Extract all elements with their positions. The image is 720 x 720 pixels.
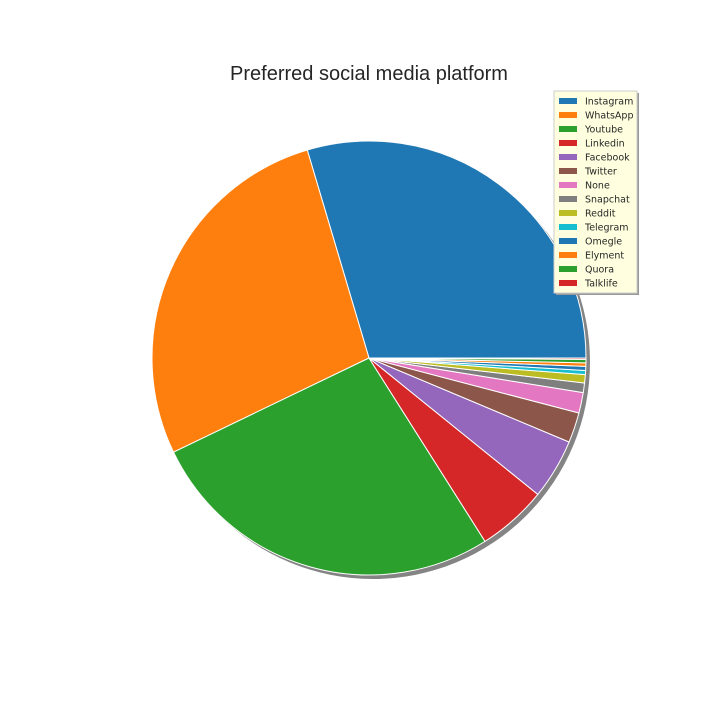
pie-slice-talklife bbox=[368, 357, 587, 360]
legend-label-youtube: Youtube bbox=[584, 125, 623, 136]
legend-swatch-snapchat bbox=[559, 196, 577, 202]
legend-swatch-none bbox=[559, 182, 577, 188]
legend-swatch-whatsapp bbox=[559, 112, 577, 118]
legend-swatch-elyment bbox=[559, 252, 577, 258]
legend-label-reddit: Reddit bbox=[585, 209, 616, 220]
legend-label-quora: Quora bbox=[585, 265, 614, 276]
legend-box bbox=[553, 90, 638, 294]
legend-label-instagram: Instagram bbox=[585, 97, 633, 108]
legend-swatch-omegle bbox=[559, 238, 577, 244]
legend-label-none: None bbox=[585, 181, 610, 192]
legend-label-whatsapp: WhatsApp bbox=[585, 111, 633, 122]
legend-label-twitter: Twitter bbox=[584, 167, 617, 178]
legend-label-telegram: Telegram bbox=[584, 223, 629, 234]
legend-swatch-instagram bbox=[559, 98, 577, 104]
legend-label-elyment: Elyment bbox=[585, 251, 624, 262]
pie-slice-youtube bbox=[172, 357, 486, 576]
legend-swatch-youtube bbox=[559, 126, 577, 132]
legend-label-facebook: Facebook bbox=[585, 153, 630, 164]
legend-swatch-telegram bbox=[559, 224, 577, 230]
legend-swatch-quora bbox=[559, 266, 577, 272]
legend-swatch-facebook bbox=[559, 154, 577, 160]
chart-title: Preferred social media platform bbox=[230, 63, 508, 85]
legend-swatch-reddit bbox=[559, 210, 577, 216]
legend-label-snapchat: Snapchat bbox=[585, 195, 630, 206]
legend-label-talklife: Talklife bbox=[584, 279, 618, 290]
legend: Instagram WhatsApp Youtube Linkedin Facebook… bbox=[553, 90, 639, 295]
legend-label-omegle: Omegle bbox=[585, 237, 622, 248]
pie-slice-instagram bbox=[306, 140, 587, 359]
legend-swatch-twitter bbox=[559, 168, 577, 174]
legend-swatch-talklife bbox=[559, 280, 577, 286]
pie-slice-whatsapp bbox=[151, 149, 370, 453]
legend-label-linkedin: Linkedin bbox=[585, 139, 625, 150]
legend-swatch-linkedin bbox=[559, 140, 577, 146]
pie-slices bbox=[151, 140, 587, 576]
